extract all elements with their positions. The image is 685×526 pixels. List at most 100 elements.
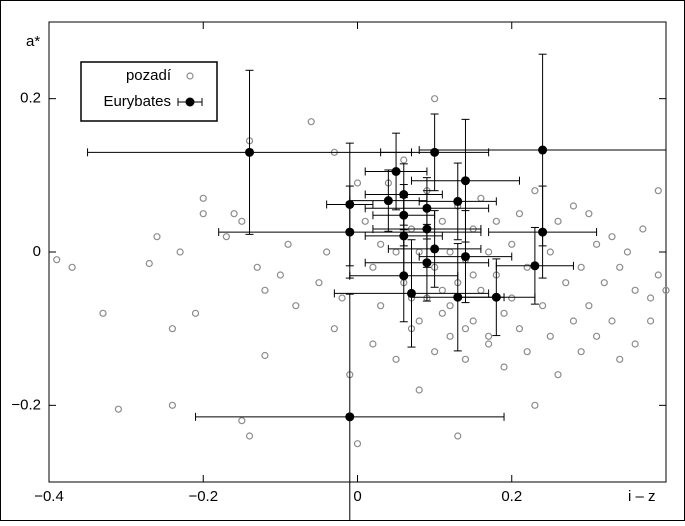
- point: [261, 286, 269, 294]
- point: [222, 233, 230, 241]
- point: [446, 302, 454, 310]
- y-tick-label: 0: [33, 243, 41, 260]
- point: [515, 210, 524, 218]
- point: [323, 248, 331, 256]
- point: [245, 432, 254, 440]
- point: [199, 210, 207, 218]
- point: [600, 279, 608, 287]
- series: [53, 95, 670, 448]
- point: [369, 263, 377, 271]
- point: [284, 240, 292, 248]
- point: [377, 302, 385, 310]
- point: [53, 256, 61, 264]
- point: [491, 292, 501, 302]
- point: [68, 263, 76, 271]
- point: [592, 240, 601, 248]
- point: [261, 351, 269, 360]
- point: [453, 196, 463, 206]
- point: [430, 244, 440, 254]
- legend-marker: [185, 97, 195, 107]
- point: [353, 440, 362, 448]
- point: [345, 227, 355, 237]
- point: [485, 248, 493, 256]
- point: [592, 332, 601, 340]
- point: [383, 196, 393, 206]
- x-tick-label: −0.4: [34, 488, 64, 505]
- point: [391, 167, 401, 176]
- point: [538, 302, 547, 310]
- point: [307, 118, 315, 126]
- point: [461, 325, 470, 333]
- legend-marker: [186, 72, 194, 80]
- point: [646, 317, 655, 325]
- point: [369, 340, 377, 348]
- point: [631, 286, 639, 294]
- point: [608, 233, 616, 241]
- point: [230, 210, 238, 218]
- point: [538, 227, 548, 237]
- point: [415, 317, 423, 325]
- point: [361, 217, 369, 225]
- point: [577, 263, 585, 271]
- point: [662, 286, 670, 294]
- y-axis-label: a*: [26, 33, 40, 50]
- point: [460, 252, 470, 262]
- point: [508, 294, 516, 302]
- point: [145, 259, 153, 268]
- point: [99, 309, 107, 317]
- point: [422, 258, 432, 268]
- point: [276, 271, 284, 279]
- point: [531, 187, 539, 195]
- point: [415, 386, 423, 394]
- point: [430, 147, 440, 157]
- point: [500, 363, 508, 371]
- y-tick-label: 0.2: [20, 90, 41, 107]
- point: [399, 271, 409, 281]
- point: [531, 401, 539, 409]
- point: [492, 217, 500, 225]
- point: [554, 371, 562, 379]
- point: [585, 210, 593, 218]
- point: [176, 248, 184, 256]
- point: [569, 202, 578, 210]
- y-tick-label: −0.2: [11, 396, 41, 413]
- point: [438, 217, 446, 225]
- point: [191, 309, 200, 317]
- point: [454, 432, 462, 440]
- point: [577, 348, 585, 356]
- point: [330, 325, 338, 333]
- point: [538, 145, 548, 155]
- point: [431, 348, 439, 356]
- x-tick-label: 0.2: [501, 488, 522, 505]
- point: [345, 412, 355, 422]
- point: [431, 95, 439, 103]
- point: [562, 279, 570, 287]
- legend-box: [80, 61, 218, 122]
- point: [608, 317, 616, 325]
- point: [500, 309, 508, 317]
- point: [315, 279, 323, 287]
- point: [245, 147, 255, 157]
- point: [199, 194, 207, 202]
- x-tick-label: 0: [353, 488, 361, 505]
- point: [168, 325, 176, 333]
- point: [585, 302, 593, 310]
- point: [523, 263, 531, 271]
- point: [654, 187, 662, 195]
- point: [639, 225, 647, 233]
- legend-label: Eurybates: [103, 93, 171, 110]
- point: [508, 240, 516, 248]
- point: [546, 248, 554, 256]
- point: [654, 271, 662, 279]
- point: [546, 332, 554, 340]
- series: [87, 53, 667, 526]
- point: [238, 217, 246, 225]
- point: [400, 156, 408, 164]
- x-tick-label: −0.2: [188, 488, 218, 505]
- point: [438, 309, 446, 317]
- point: [631, 340, 639, 348]
- point: [616, 355, 624, 363]
- point: [485, 332, 493, 340]
- point: [353, 179, 362, 187]
